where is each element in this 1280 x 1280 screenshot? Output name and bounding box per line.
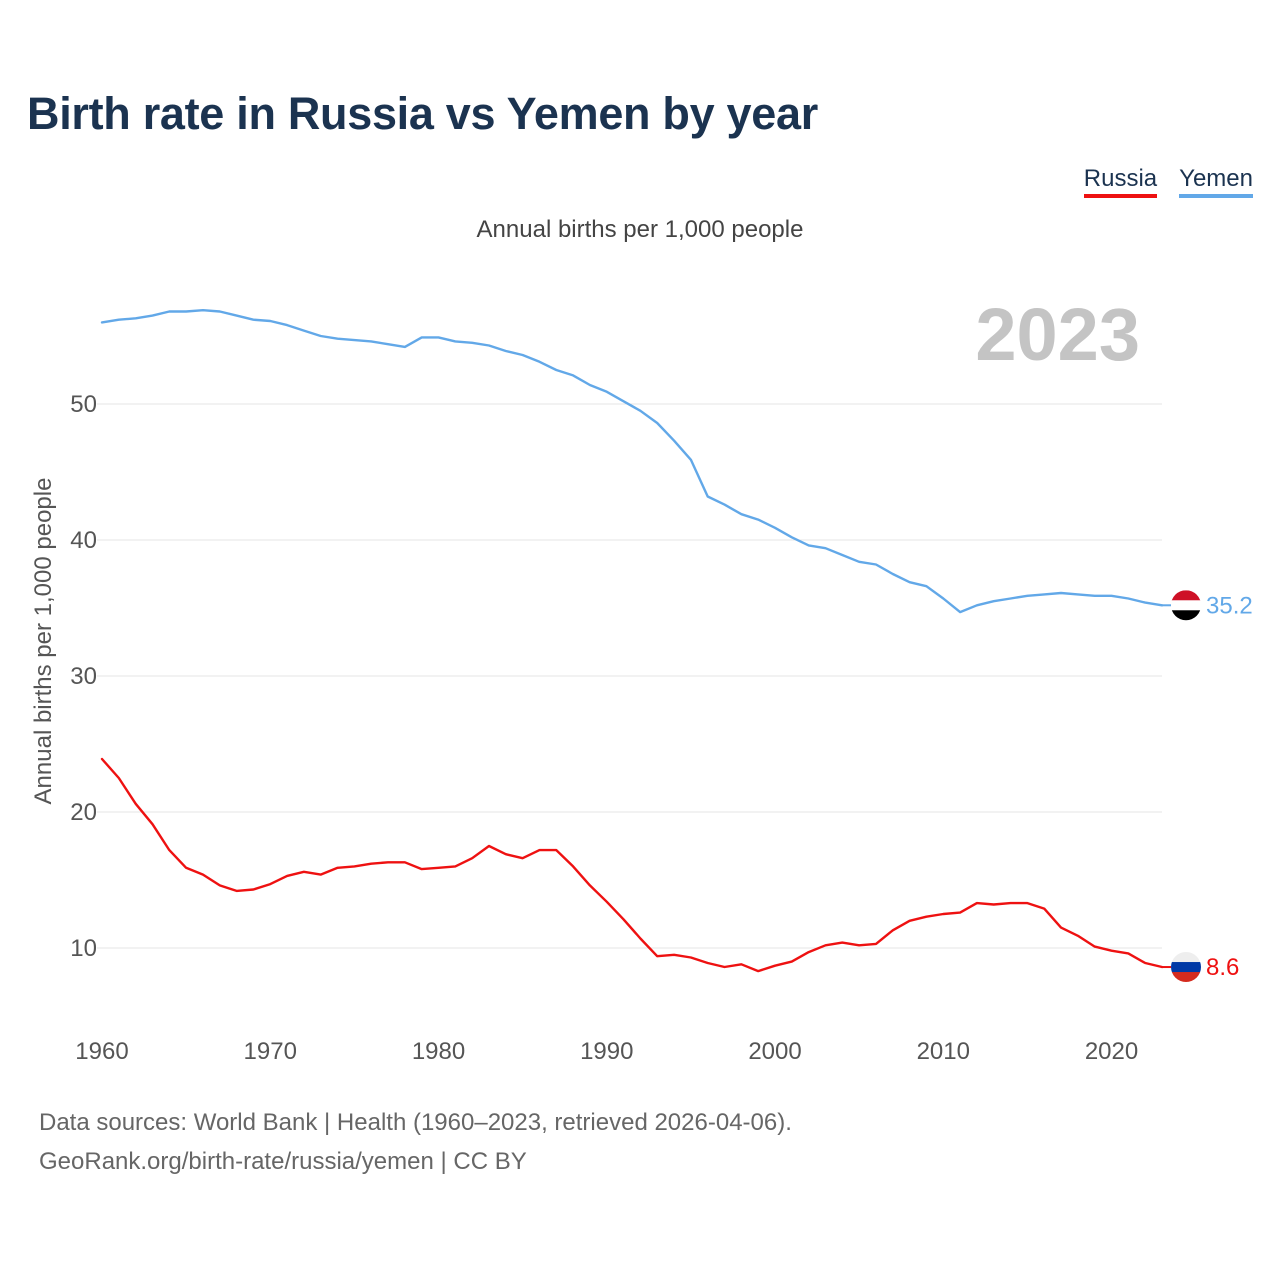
y-axis-label: Annual births per 1,000 people [30,478,57,805]
x-tick-label-2010: 2010 [917,1038,970,1065]
legend-item-russia[interactable]: Russia [1083,165,1158,198]
y-tick-label-20: 20 [70,799,97,826]
series-lines [100,309,1164,973]
footer: Data sources: World Bank | Health (1960–… [39,1103,792,1181]
grid-lines [97,403,1162,949]
x-tick-label-1990: 1990 [580,1038,633,1065]
y-tick-label-40: 40 [70,527,97,554]
yemen-flag-icon [1171,590,1201,621]
y-tick-label-50: 50 [70,391,97,418]
current-year-label: 2023 [975,293,1140,376]
footer-sources: Data sources: World Bank | Health (1960–… [39,1109,792,1136]
x-axis-ticks: 1960 1970 1980 1990 2000 2010 2020 [75,1038,1138,1065]
chart-subtitle: Annual births per 1,000 people [476,216,804,243]
end-markers: 8.6 35.2 [1162,590,1253,983]
x-tick-label-1960: 1960 [75,1038,128,1065]
series-line-yemen[interactable] [100,309,1164,614]
x-tick-label-1970: 1970 [244,1038,297,1065]
legend-item-yemen[interactable]: Yemen [1179,165,1253,198]
y-tick-label-10: 10 [70,935,97,962]
footer-link[interactable]: GeoRank.org/birth-rate/russia/yemen | CC… [39,1148,527,1175]
series-line-russia[interactable] [100,757,1164,973]
end-value-label-yemen: 35.2 [1206,592,1253,619]
russia-flag-icon [1171,952,1201,983]
y-axis-ticks: 10 20 30 40 50 [70,391,97,962]
chart-title: Birth rate in Russia vs Yemen by year [27,88,818,139]
end-value-label-russia: 8.6 [1206,954,1239,981]
x-tick-label-1980: 1980 [412,1038,465,1065]
x-tick-label-2020: 2020 [1085,1038,1138,1065]
legend: Russia Yemen [1083,165,1253,198]
x-tick-label-2000: 2000 [748,1038,801,1065]
y-tick-label-30: 30 [70,663,97,690]
